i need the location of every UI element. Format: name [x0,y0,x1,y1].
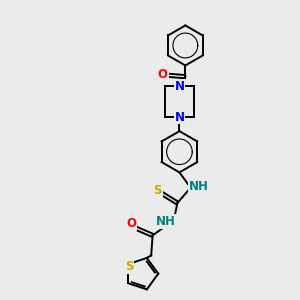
Text: N: N [174,110,184,124]
Text: O: O [126,218,136,230]
Text: S: S [153,184,162,196]
Text: NH: NH [156,215,176,228]
Text: NH: NH [189,180,209,193]
Text: S: S [125,260,133,273]
Text: O: O [158,68,168,81]
Text: N: N [174,80,184,93]
